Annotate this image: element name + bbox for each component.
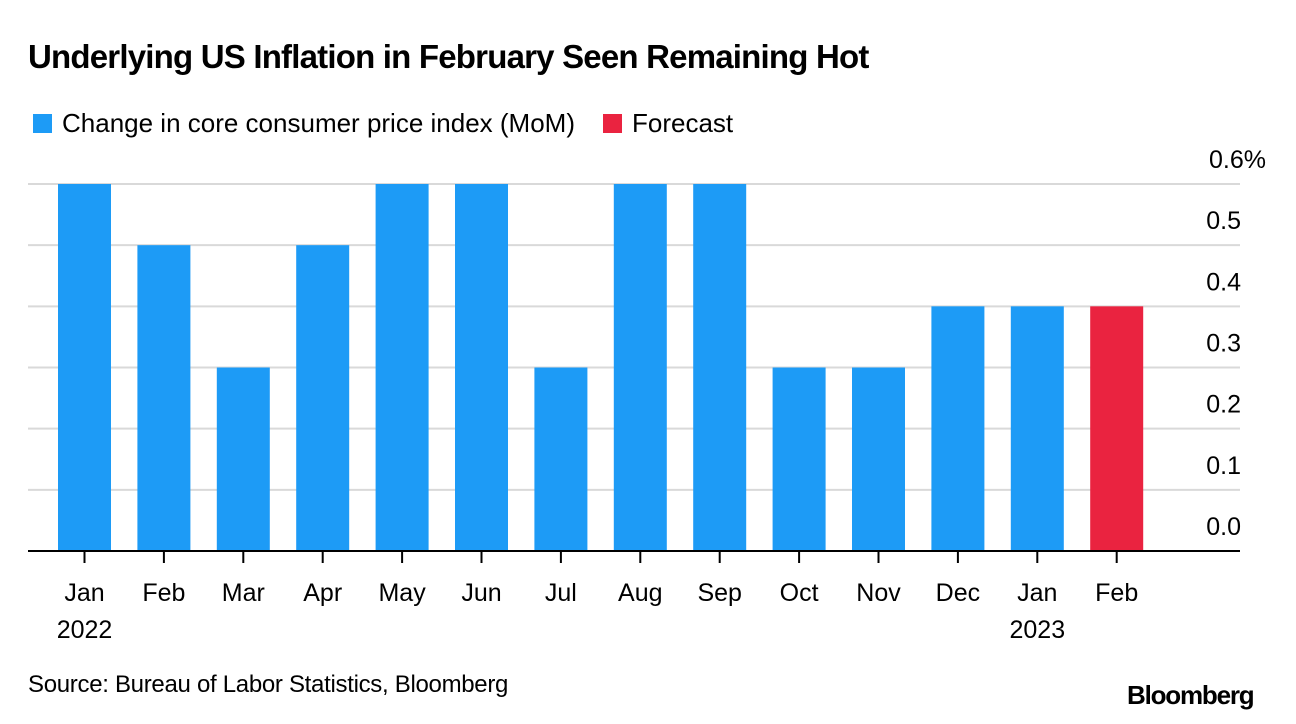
y-tick-label: 0.4 xyxy=(1206,268,1241,296)
y-tick-label: 0.6% xyxy=(1209,146,1266,174)
y-tick-label: 0.0 xyxy=(1206,513,1241,541)
chart-title: Underlying US Inflation in February Seen… xyxy=(28,38,869,75)
x-tick-label: Nov xyxy=(856,579,901,607)
x-tick-label: Sep xyxy=(697,579,741,607)
bar-core-cpi xyxy=(534,367,588,551)
x-tick-label: Aug xyxy=(618,579,662,607)
legend-label-forecast: Forecast xyxy=(632,107,734,138)
bar-core-cpi xyxy=(58,184,111,551)
bar-core-cpi xyxy=(772,367,826,551)
x-tick-label: Jun xyxy=(461,579,501,607)
y-tick-label: 0.3 xyxy=(1206,330,1241,358)
legend-item-forecast: Forecast xyxy=(603,108,733,139)
legend-swatch-forecast xyxy=(603,113,622,133)
legend-label-core-cpi: Change in core consumer price index (MoM… xyxy=(62,107,575,138)
bar-core-cpi xyxy=(216,367,270,551)
source-note: Source: Bureau of Labor Statistics, Bloo… xyxy=(28,671,509,698)
y-tick-label: 0.1 xyxy=(1206,452,1241,480)
legend: Change in core consumer price index (MoM… xyxy=(33,106,761,140)
y-tick-label: 0.5 xyxy=(1206,207,1241,235)
legend-item-core-cpi: Change in core consumer price index (MoM… xyxy=(33,108,575,139)
x-tick-sublabel: 2023 xyxy=(1009,616,1065,644)
bar-core-cpi xyxy=(852,367,905,551)
x-tick-label: Jan xyxy=(1017,579,1057,607)
x-tick-label: Jul xyxy=(545,579,577,607)
bar-forecast xyxy=(1090,306,1144,551)
bar-core-cpi xyxy=(375,184,429,551)
x-tick-label: Mar xyxy=(222,579,265,607)
x-tick-label: Oct xyxy=(780,579,819,607)
bar-core-cpi xyxy=(296,245,350,551)
bloomberg-logo: Bloomberg xyxy=(1127,680,1255,710)
x-tick-label: Dec xyxy=(936,579,980,607)
bar-core-cpi xyxy=(455,184,508,551)
bar-core-cpi xyxy=(1010,306,1064,551)
bar-core-cpi xyxy=(613,184,667,551)
bar-core-cpi xyxy=(137,245,191,551)
x-tick-label: Jan xyxy=(64,579,104,607)
x-tick-label: Feb xyxy=(142,579,185,607)
bar-core-cpi xyxy=(931,306,985,551)
x-tick-sublabel: 2022 xyxy=(57,616,113,644)
x-tick-label: Apr xyxy=(303,579,342,607)
bar-core-cpi xyxy=(693,184,747,551)
y-tick-label: 0.2 xyxy=(1206,391,1241,419)
legend-swatch-core-cpi xyxy=(33,113,52,133)
x-tick-label: May xyxy=(378,579,426,607)
x-tick-label: Feb xyxy=(1095,579,1138,607)
